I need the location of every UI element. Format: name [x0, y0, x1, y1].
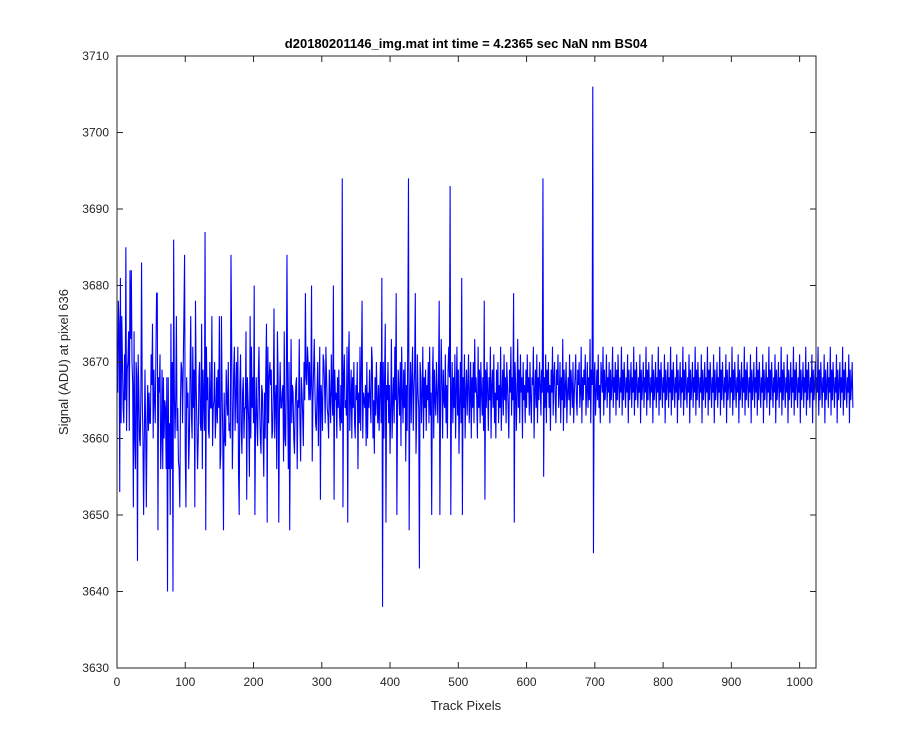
y-tick-label: 3650	[82, 508, 109, 522]
y-tick-label: 3690	[82, 202, 109, 216]
x-tick-label: 500	[448, 675, 468, 689]
x-tick-label: 100	[175, 675, 195, 689]
x-tick-label: 1000	[786, 675, 813, 689]
x-tick-label: 400	[380, 675, 400, 689]
chart-title: d20180201146_img.mat int time = 4.2365 s…	[285, 36, 648, 51]
series-line	[117, 86, 854, 607]
y-tick-label: 3660	[82, 432, 109, 446]
y-axis-ticks: 3630 3640 3650 3660 3670 3680 3690 3700 3710	[82, 49, 816, 675]
x-tick-label: 800	[653, 675, 673, 689]
x-axis-label: Track Pixels	[431, 698, 502, 713]
x-tick-label: 300	[312, 675, 332, 689]
y-tick-label: 3710	[82, 49, 109, 63]
x-tick-label: 600	[517, 675, 537, 689]
x-tick-label: 0	[114, 675, 121, 689]
x-tick-label: 900	[721, 675, 741, 689]
y-tick-label: 3680	[82, 279, 109, 293]
y-tick-label: 3640	[82, 585, 109, 599]
x-tick-label: 700	[585, 675, 605, 689]
y-tick-label: 3630	[82, 661, 109, 675]
y-axis-label: Signal (ADU) at pixel 636	[56, 289, 71, 435]
x-axis-ticks: 0 100 200 300 400 500 600 700 800 900 1000	[114, 56, 813, 689]
y-tick-label: 3670	[82, 355, 109, 369]
x-tick-label: 200	[244, 675, 264, 689]
y-tick-label: 3700	[82, 126, 109, 140]
series-layer	[117, 86, 854, 607]
